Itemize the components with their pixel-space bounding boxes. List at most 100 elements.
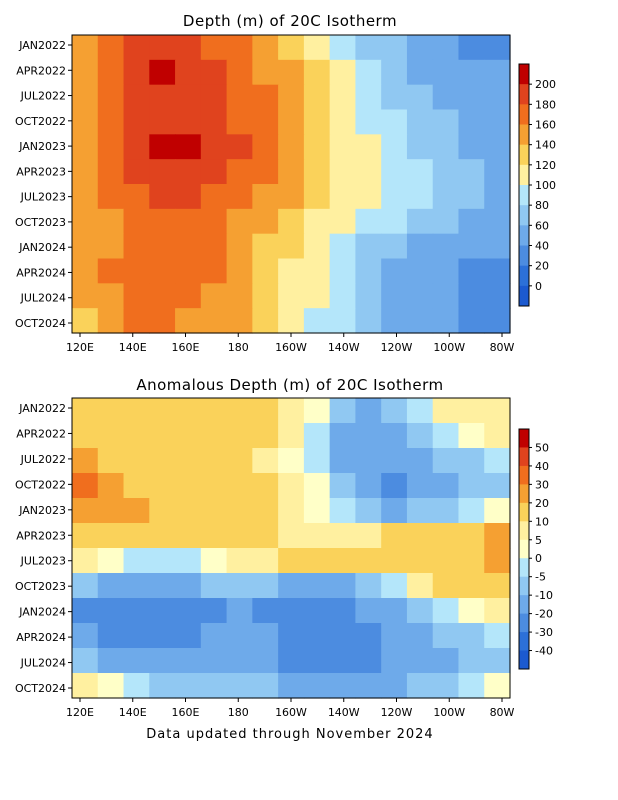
heatmap-cell xyxy=(97,573,125,599)
heatmap-cell xyxy=(123,134,150,160)
heatmap-cell xyxy=(226,598,253,624)
heatmap-cell xyxy=(72,448,99,474)
colorbar-label: 140 xyxy=(535,139,556,152)
heatmap-cell xyxy=(484,598,511,624)
heatmap-cell xyxy=(123,109,150,135)
colorbar-swatch xyxy=(519,502,529,522)
heatmap-cell xyxy=(484,134,511,160)
heatmap-cell xyxy=(252,523,279,549)
heatmap-cell xyxy=(226,623,253,649)
heatmap-cell xyxy=(406,673,434,699)
heatmap-cell xyxy=(303,308,331,334)
heatmap-cell xyxy=(175,35,202,61)
heatmap-cell xyxy=(484,423,511,449)
heatmap-cell xyxy=(381,84,408,111)
heatmap-cell xyxy=(72,233,99,260)
heatmap-cell xyxy=(149,134,176,160)
heatmap-cell xyxy=(200,398,228,424)
heatmap-cell xyxy=(200,448,228,474)
heatmap-cell xyxy=(381,208,408,235)
heatmap-cell xyxy=(97,84,125,111)
heatmap-cell xyxy=(72,283,99,309)
colorbar-swatch xyxy=(519,205,529,226)
heatmap-cell xyxy=(97,548,125,574)
x-tick-label: 100W xyxy=(433,341,465,354)
x-tick-label: 120E xyxy=(66,341,94,354)
depth-x-axis: 120E 140E 160E 180 160W 140W 120W 100W 80W xyxy=(66,333,515,354)
heatmap-cell xyxy=(97,184,125,210)
heatmap-cell xyxy=(200,623,228,649)
anomaly-heatmap xyxy=(72,398,511,699)
heatmap-cell xyxy=(278,283,305,309)
heatmap-cell xyxy=(303,184,331,210)
heatmap-cell xyxy=(175,184,202,210)
heatmap-cell xyxy=(72,308,99,334)
heatmap-cell xyxy=(484,184,511,210)
heatmap-cell xyxy=(200,308,228,334)
heatmap-cell xyxy=(278,423,305,449)
colorbar-swatch xyxy=(519,124,529,146)
heatmap-cell xyxy=(432,59,460,86)
heatmap-cell xyxy=(355,134,382,160)
heatmap-cell xyxy=(149,283,176,309)
heatmap-cell xyxy=(175,423,202,449)
heatmap-cell xyxy=(123,623,150,649)
heatmap-cell xyxy=(484,448,511,474)
heatmap-cell xyxy=(355,35,382,61)
heatmap-cell xyxy=(97,398,125,424)
heatmap-cell xyxy=(458,109,485,135)
heatmap-cell xyxy=(123,159,150,185)
heatmap-cell xyxy=(458,84,485,111)
heatmap-cell xyxy=(226,35,253,61)
y-tick-label: JUL2022 xyxy=(20,90,66,103)
heatmap-cell xyxy=(278,498,305,524)
heatmap-cell xyxy=(278,258,305,284)
heatmap-cell xyxy=(303,109,331,135)
heatmap-cell xyxy=(329,84,357,111)
heatmap-cell xyxy=(432,84,460,111)
heatmap-cell xyxy=(123,548,150,574)
colorbar-label: -20 xyxy=(535,608,553,621)
heatmap-cell xyxy=(355,208,382,235)
heatmap-cell xyxy=(303,473,331,499)
heatmap-cell xyxy=(252,233,279,260)
heatmap-cell xyxy=(226,233,253,260)
heatmap-cell xyxy=(72,398,99,424)
x-tick-label: 160E xyxy=(172,706,200,719)
heatmap-cell xyxy=(355,448,382,474)
heatmap-cell xyxy=(355,84,382,111)
heatmap-cell xyxy=(458,598,485,624)
heatmap-cell xyxy=(97,448,125,474)
heatmap-cell xyxy=(458,35,485,61)
heatmap-cell xyxy=(355,258,382,284)
heatmap-cell xyxy=(381,159,408,185)
heatmap-cell xyxy=(123,258,150,284)
heatmap-cell xyxy=(278,523,305,549)
heatmap-cell xyxy=(252,398,279,424)
heatmap-cell xyxy=(355,648,382,674)
heatmap-cell xyxy=(406,398,434,424)
y-tick-label: APR2022 xyxy=(16,64,66,77)
heatmap-cell xyxy=(458,258,485,284)
heatmap-cell xyxy=(123,184,150,210)
heatmap-cell xyxy=(484,109,511,135)
x-tick-label: 160W xyxy=(275,706,307,719)
heatmap-cell xyxy=(72,84,99,111)
heatmap-cell xyxy=(149,59,176,86)
heatmap-cell xyxy=(149,84,176,111)
heatmap-cell xyxy=(329,673,357,699)
heatmap-cell xyxy=(458,498,485,524)
heatmap-cell xyxy=(458,648,485,674)
heatmap-cell xyxy=(458,283,485,309)
heatmap-cell xyxy=(97,35,125,61)
colorbar-label: 10 xyxy=(535,515,549,528)
heatmap-cell xyxy=(381,573,408,599)
heatmap-cell xyxy=(329,623,357,649)
depth-heatmap xyxy=(72,35,511,334)
heatmap-cell xyxy=(458,134,485,160)
heatmap-cell xyxy=(226,308,253,334)
heatmap-cell xyxy=(149,233,176,260)
heatmap-cell xyxy=(432,308,460,334)
heatmap-cell xyxy=(72,159,99,185)
